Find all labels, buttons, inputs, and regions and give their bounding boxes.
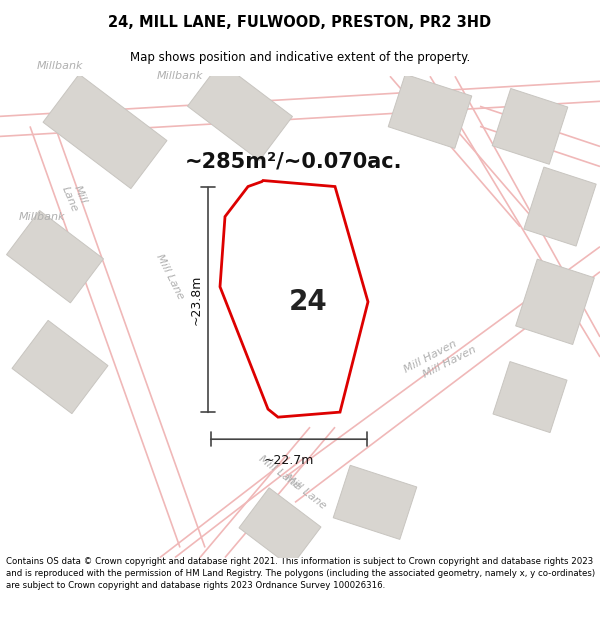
Polygon shape <box>43 74 167 189</box>
Polygon shape <box>220 181 368 417</box>
Text: Mill Lane: Mill Lane <box>283 473 328 511</box>
Polygon shape <box>524 167 596 246</box>
Polygon shape <box>12 321 108 414</box>
Text: Contains OS data © Crown copyright and database right 2021. This information is : Contains OS data © Crown copyright and d… <box>6 558 595 590</box>
Text: Mill Haven: Mill Haven <box>422 344 478 379</box>
Polygon shape <box>7 211 103 303</box>
Polygon shape <box>492 89 568 164</box>
Text: Millbank: Millbank <box>19 212 65 222</box>
Polygon shape <box>493 362 567 432</box>
Text: ~285m²/~0.070ac.: ~285m²/~0.070ac. <box>185 151 403 171</box>
Polygon shape <box>388 74 472 148</box>
Polygon shape <box>515 259 595 344</box>
Polygon shape <box>333 465 417 539</box>
Polygon shape <box>188 62 292 161</box>
Text: 24: 24 <box>289 288 328 316</box>
Text: ~23.8m: ~23.8m <box>190 274 203 325</box>
Text: Millbank: Millbank <box>157 71 203 81</box>
Text: ~22.7m: ~22.7m <box>264 454 314 468</box>
Text: Mill Haven: Mill Haven <box>402 339 458 375</box>
Polygon shape <box>239 488 321 567</box>
Text: Mill
Lane: Mill Lane <box>60 180 90 213</box>
Text: Map shows position and indicative extent of the property.: Map shows position and indicative extent… <box>130 51 470 64</box>
Text: Mill Lane: Mill Lane <box>257 453 303 491</box>
Text: 24, MILL LANE, FULWOOD, PRESTON, PR2 3HD: 24, MILL LANE, FULWOOD, PRESTON, PR2 3HD <box>109 16 491 31</box>
Text: Millbank: Millbank <box>37 61 83 71</box>
Text: Mill Lane: Mill Lane <box>154 253 185 301</box>
